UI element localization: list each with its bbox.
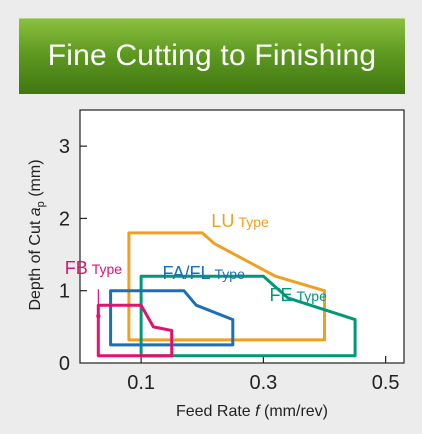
x-tick-label-1: 0.3	[249, 372, 277, 394]
series-fa-fl-region	[109, 289, 235, 347]
series-fb-leader-dot	[96, 313, 101, 319]
series-layer	[96, 231, 357, 358]
series-fa-fl-label: FA/FL Type	[163, 263, 246, 283]
series-lu-region	[127, 231, 326, 342]
series-labels: LU Type FE Type FA/FL Type FB Type	[65, 211, 327, 305]
series-fe-region	[139, 274, 357, 358]
y-axis-title: Depth of Cut ap (mm)	[27, 159, 47, 310]
banner-title: Fine Cutting to Finishing	[47, 39, 377, 72]
y-tick-label-2: 2	[59, 208, 70, 230]
y-tick-label-3: 3	[59, 136, 70, 158]
series-fb-label: FB Type	[65, 258, 123, 278]
tick-labels: 0.1 0.3 0.5 0 1 2 3	[59, 136, 400, 394]
x-axis-title: Feed Rate f (mm/rev)	[176, 403, 328, 420]
title-banner: Fine Cutting to Finishing	[19, 18, 405, 94]
x-tick-label-2: 0.5	[372, 372, 400, 394]
series-lu-label: LU Type	[211, 211, 269, 231]
plot-area	[79, 109, 405, 364]
series-fe-label: FE Type	[270, 285, 328, 305]
y-tick-label-1: 1	[59, 281, 70, 303]
x-tick-label-0: 0.1	[127, 372, 155, 394]
y-tick-label-0: 0	[59, 353, 70, 375]
